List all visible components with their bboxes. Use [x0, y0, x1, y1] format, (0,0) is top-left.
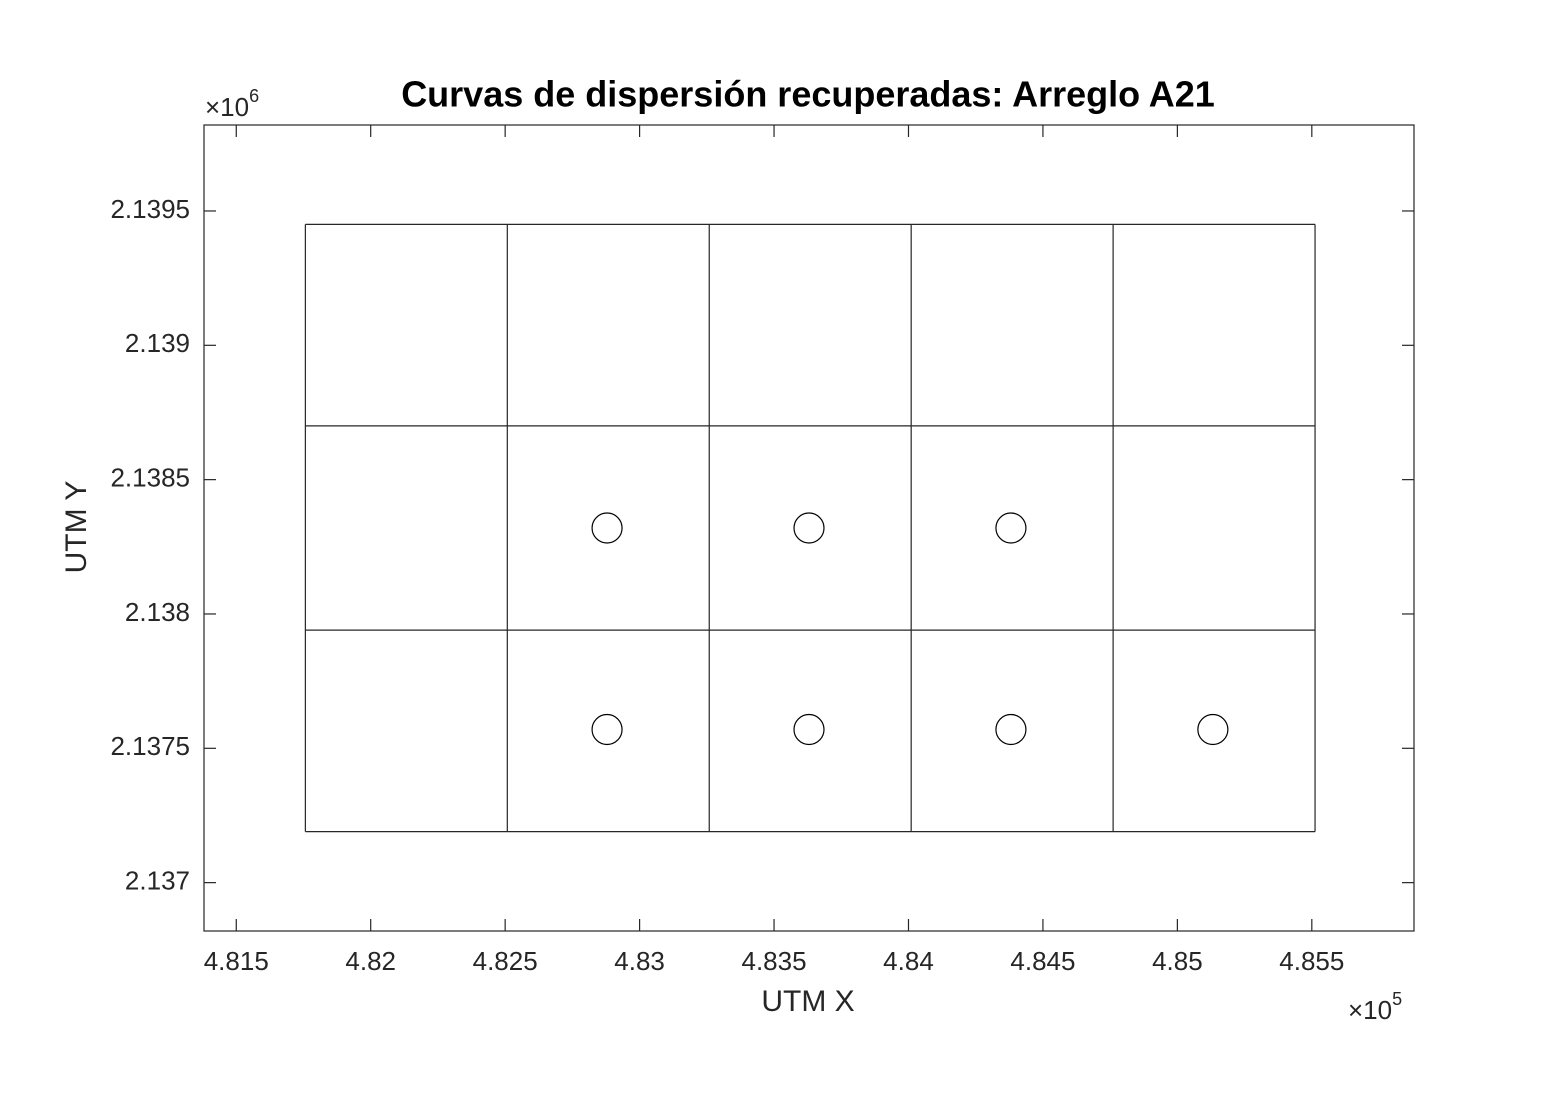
station-marker: [995, 512, 1027, 544]
x-tick-label: 4.82: [345, 946, 396, 976]
y-multiplier: ×106: [205, 86, 259, 122]
x-tick-label: 4.835: [742, 946, 807, 976]
x-multiplier-exponent: 5: [1392, 989, 1402, 1009]
y-tick-label: 2.1375: [110, 731, 190, 761]
station-marker: [793, 512, 825, 544]
x-multiplier: ×105: [1348, 989, 1402, 1025]
station-marker: [1197, 713, 1229, 746]
y-axis-label: UTM Y: [60, 481, 93, 574]
x-tick-label: 4.84: [883, 946, 934, 976]
y-tick-label: 2.1385: [110, 463, 190, 493]
x-tick-label: 4.845: [1010, 946, 1075, 976]
station-marker: [995, 713, 1027, 746]
y-tick-label: 2.137: [125, 866, 190, 896]
y-multiplier-base: ×10: [205, 92, 249, 122]
x-tick-label: 4.855: [1279, 946, 1344, 976]
station-marker: [591, 512, 623, 544]
station-marker: [591, 713, 623, 746]
x-tick-label: 4.825: [473, 946, 538, 976]
chart-title: Curvas de dispersión recuperadas: Arregl…: [401, 74, 1215, 115]
y-tick-label: 2.138: [125, 597, 190, 627]
station-marker: [793, 713, 825, 746]
x-tick-label: 4.815: [204, 946, 269, 976]
x-multiplier-base: ×10: [1348, 995, 1392, 1025]
y-tick-label: 2.1395: [110, 194, 190, 224]
y-multiplier-exponent: 6: [249, 86, 259, 106]
x-tick-label: 4.85: [1152, 946, 1203, 976]
x-axis-label: UTM X: [761, 985, 854, 1018]
y-tick-label: 2.139: [125, 328, 190, 358]
x-tick-label: 4.83: [614, 946, 665, 976]
plot-frame: [203, 124, 1415, 932]
